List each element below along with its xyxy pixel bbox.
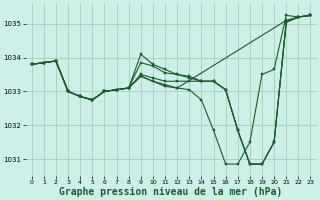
- X-axis label: Graphe pression niveau de la mer (hPa): Graphe pression niveau de la mer (hPa): [60, 186, 283, 197]
